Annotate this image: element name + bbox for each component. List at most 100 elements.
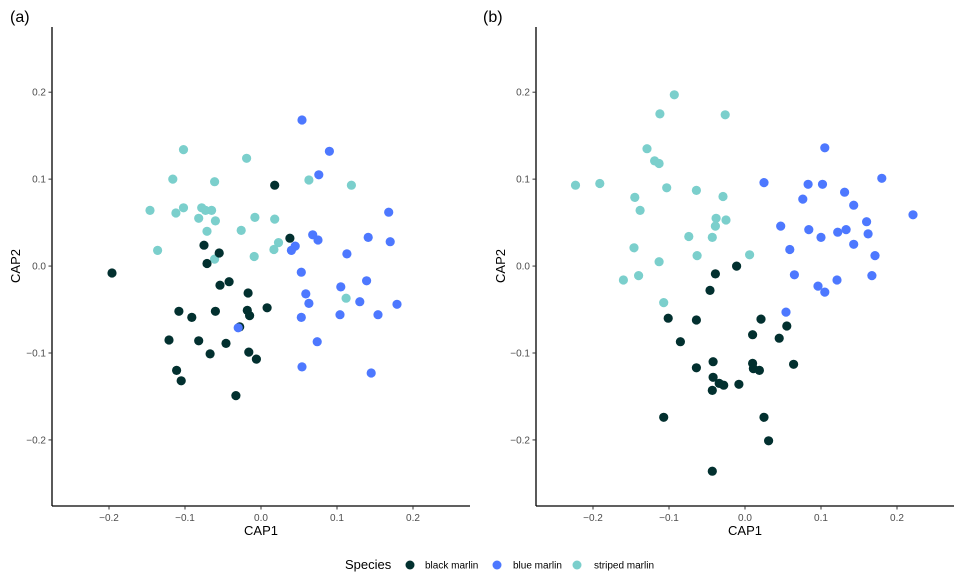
panel-a: (a) −0.2 −0.1 0.0 0.1 0.2 −0.2−0.10.00.10.2 … bbox=[8, 9, 470, 538]
panel-a-point-blue-marlin bbox=[304, 298, 314, 308]
panel-a-point-blue-marlin bbox=[301, 289, 311, 299]
panel-b-point-striped-marlin bbox=[655, 109, 665, 119]
panel-a-point-striped-marlin bbox=[273, 238, 284, 248]
panel-b-point-blue-marlin bbox=[776, 221, 786, 231]
panel-a-y-tick-label: 0.1 bbox=[32, 175, 46, 186]
panel-b-point-striped-marlin bbox=[718, 191, 728, 202]
panel-a-point-striped-marlin bbox=[269, 244, 279, 255]
panel-b-point-striped-marlin bbox=[595, 178, 605, 189]
panel-a-point-black-marlin bbox=[172, 365, 182, 375]
panel-a-point-blue-marlin bbox=[362, 276, 372, 286]
panel-b-y-tick-label: 0.0 bbox=[516, 262, 530, 273]
panel-b-y-tick-label: 0.1 bbox=[516, 175, 530, 186]
panel-b-label: (b) bbox=[483, 9, 503, 26]
panel-a-point-black-marlin bbox=[107, 268, 117, 278]
panel-a-point-black-marlin bbox=[262, 303, 272, 313]
panel-b-point-blue-marlin bbox=[908, 210, 918, 220]
panel-b-x-tick-label: 0.0 bbox=[738, 513, 752, 524]
panel-a-x-ticks: −0.2 −0.1 0.0 0.1 0.2 bbox=[99, 506, 420, 524]
panel-b-point-black-marlin bbox=[748, 330, 758, 340]
panel-b-x-tick-label: −0.2 bbox=[583, 513, 603, 524]
panel-b-point-black-marlin bbox=[789, 359, 799, 369]
panel-b-point-blue-marlin bbox=[820, 287, 830, 297]
panel-b-point-blue-marlin bbox=[877, 173, 887, 183]
panel-a-point-black-marlin bbox=[221, 338, 231, 348]
panel-a-point-blue-marlin bbox=[312, 337, 322, 347]
panel-a-y-ticks: −0.2 −0.1 0.0 0.1 0.2 bbox=[26, 88, 52, 446]
panel-a-point-striped-marlin bbox=[210, 177, 220, 187]
panel-b-y-tick-label: 0.2 bbox=[516, 88, 530, 99]
panel-b-point-blue-marlin bbox=[804, 225, 814, 235]
panel-b-points bbox=[570, 90, 918, 476]
panel-a-point-black-marlin bbox=[215, 280, 225, 290]
panel-b-point-blue-marlin bbox=[832, 275, 842, 285]
panel-b-point-blue-marlin bbox=[759, 178, 769, 188]
panel-b-point-black-marlin bbox=[764, 436, 774, 446]
panel-a-x-tick-label: 0.2 bbox=[406, 513, 420, 524]
panel-b-point-striped-marlin bbox=[662, 183, 672, 193]
panel-a-point-striped-marlin bbox=[236, 225, 246, 235]
panel-b-point-blue-marlin bbox=[841, 225, 851, 235]
panel-a-point-blue-marlin bbox=[363, 232, 373, 242]
panel-b-point-blue-marlin bbox=[870, 251, 880, 261]
panel-b-y-tick-label: −0.1 bbox=[510, 348, 530, 359]
panel-a-point-striped-marlin bbox=[194, 213, 204, 223]
panel-b-point-black-marlin bbox=[659, 412, 669, 422]
panel-b-point-black-marlin bbox=[663, 313, 673, 323]
panel-b-point-striped-marlin bbox=[642, 144, 652, 154]
panel-b-point-striped-marlin bbox=[618, 275, 629, 285]
panel-b-point-blue-marlin bbox=[867, 271, 877, 281]
panel-a-point-blue-marlin bbox=[313, 235, 323, 245]
panel-b-point-striped-marlin bbox=[684, 231, 694, 242]
legend-title: Species bbox=[345, 557, 392, 572]
panel-a-point-striped-marlin bbox=[171, 208, 181, 218]
panel-b-point-black-marlin bbox=[707, 466, 717, 476]
panel-a-point-striped-marlin bbox=[249, 251, 259, 262]
panel-b-point-black-marlin bbox=[754, 365, 765, 375]
panel-b-point-blue-marlin bbox=[813, 281, 823, 291]
panel-b-y-axis-title: CAP2 bbox=[493, 249, 508, 283]
panel-a-point-blue-marlin bbox=[392, 299, 402, 309]
panel-a-point-blue-marlin bbox=[296, 312, 306, 322]
panel-b-point-black-marlin bbox=[707, 385, 717, 395]
panel-b-point-black-marlin bbox=[705, 285, 715, 295]
legend: Species black marlin blue marlin striped… bbox=[345, 557, 654, 572]
panel-a-points bbox=[107, 115, 402, 401]
panel-b-point-black-marlin bbox=[774, 333, 784, 343]
panel-a-point-striped-marlin bbox=[250, 212, 260, 222]
panel-b-point-black-marlin bbox=[675, 337, 686, 347]
panel-a-point-blue-marlin bbox=[366, 368, 376, 378]
panel-a-point-black-marlin bbox=[243, 288, 253, 298]
panel-a-x-axis-title: CAP1 bbox=[244, 523, 278, 538]
panel-a-x-tick-label: 0.1 bbox=[330, 513, 344, 524]
panel-a-point-black-marlin bbox=[176, 376, 186, 386]
panel-a-point-striped-marlin bbox=[346, 180, 356, 190]
panel-a-y-tick-label: 0.2 bbox=[32, 88, 46, 99]
panel-a-point-blue-marlin bbox=[384, 207, 394, 217]
panel-b-point-striped-marlin bbox=[692, 251, 702, 261]
panel-a-point-black-marlin bbox=[285, 233, 295, 243]
panel-a-point-black-marlin bbox=[270, 180, 280, 190]
panel-b-point-striped-marlin bbox=[654, 257, 664, 267]
panel-a-point-black-marlin bbox=[202, 258, 212, 269]
panel-b-point-striped-marlin bbox=[707, 232, 717, 242]
panel-b-point-black-marlin bbox=[734, 379, 744, 389]
panel-b-point-blue-marlin bbox=[803, 179, 813, 189]
panel-a-x-tick-label: −0.2 bbox=[99, 513, 119, 524]
panel-a-point-blue-marlin bbox=[286, 245, 296, 255]
panel-a-point-striped-marlin bbox=[178, 203, 189, 213]
panel-b-point-blue-marlin bbox=[820, 143, 830, 153]
panel-b-point-black-marlin bbox=[719, 380, 729, 390]
panel-a-y-axis-title: CAP2 bbox=[8, 249, 23, 283]
panel-b-x-axis-title: CAP1 bbox=[728, 523, 762, 538]
panel-a-x-tick-label: −0.1 bbox=[175, 513, 195, 524]
panel-a-y-tick-label: 0.0 bbox=[32, 262, 46, 273]
panel-a-point-striped-marlin bbox=[341, 293, 351, 303]
legend-swatch-black-marlin bbox=[405, 560, 415, 570]
panel-b-point-striped-marlin bbox=[635, 205, 645, 215]
panel-a-point-blue-marlin bbox=[297, 115, 307, 125]
panel-a-point-striped-marlin bbox=[145, 205, 155, 215]
panel-b-point-black-marlin bbox=[732, 261, 742, 271]
panel-b-x-tick-label: 0.2 bbox=[890, 513, 904, 524]
